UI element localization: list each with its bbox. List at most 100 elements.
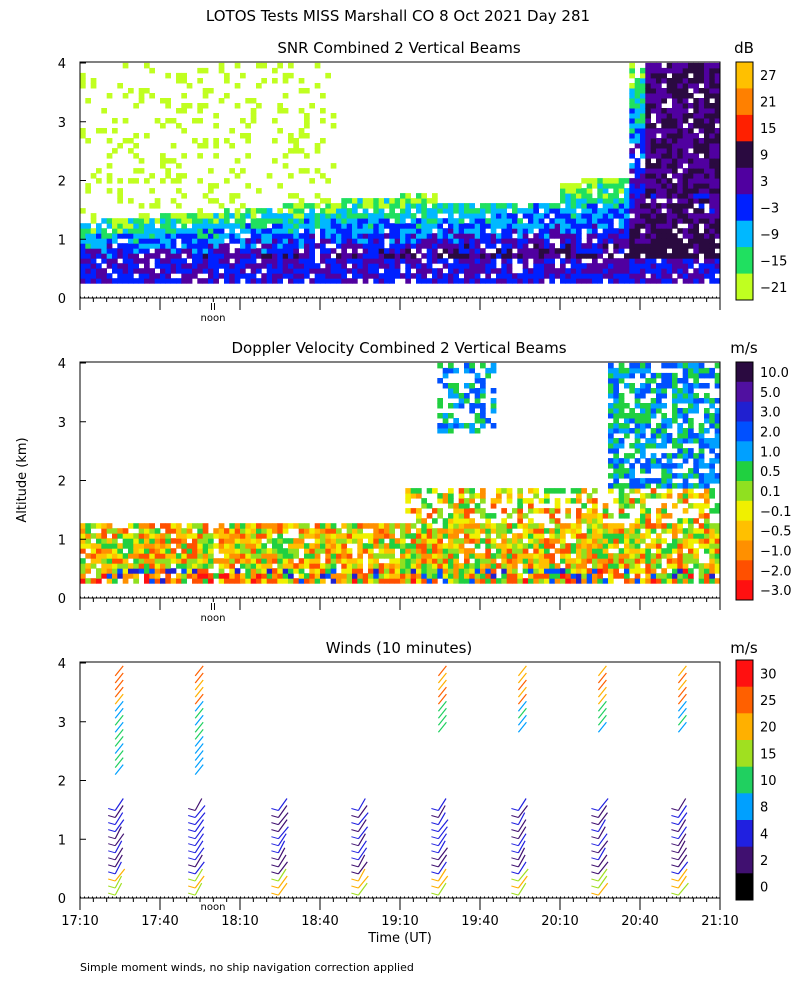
- velocity-cell: [570, 548, 577, 554]
- snr-cell: [320, 208, 326, 214]
- velocity-cell: [549, 533, 555, 539]
- velocity-cell: [714, 458, 721, 464]
- wind-barb-flag: [511, 878, 519, 882]
- snr-cell: [570, 238, 577, 244]
- velocity-cell: [602, 533, 609, 539]
- wind-barb-flag: [108, 864, 116, 868]
- velocity-cell: [608, 533, 614, 539]
- snr-cell: [714, 253, 721, 259]
- snr-cell: [602, 263, 609, 269]
- snr-cell: [309, 268, 315, 274]
- velocity-cell: [645, 478, 651, 484]
- snr-cell: [656, 103, 662, 109]
- velocity-cell: [474, 378, 481, 384]
- velocity-cell: [229, 558, 235, 564]
- snr-cell: [80, 263, 86, 269]
- velocity-cell: [640, 498, 646, 504]
- snr-cell: [266, 173, 273, 179]
- velocity-cell: [645, 573, 651, 579]
- snr-cell: [576, 228, 582, 234]
- velocity-cell: [357, 568, 363, 574]
- snr-cell: [261, 243, 267, 249]
- snr-cell: [458, 203, 465, 209]
- velocity-cell: [624, 533, 630, 539]
- velocity-cell: [336, 538, 342, 544]
- velocity-cell: [709, 403, 715, 409]
- velocity-colorbar-label: 0.1: [760, 485, 781, 500]
- velocity-cell: [688, 433, 694, 439]
- wind-barb: [597, 707, 607, 719]
- x-tick-label: 18:10: [221, 914, 258, 929]
- velocity-cell: [304, 543, 310, 549]
- snr-cell: [442, 203, 449, 209]
- velocity-cell: [112, 538, 118, 544]
- velocity-cell: [426, 553, 433, 559]
- snr-cell: [704, 153, 710, 159]
- snr-cell: [160, 153, 166, 159]
- velocity-cell: [464, 523, 470, 529]
- snr-cell: [405, 278, 411, 284]
- snr-cell: [656, 173, 662, 179]
- wind-barb: [517, 833, 527, 847]
- snr-cell: [677, 128, 683, 134]
- snr-cell: [85, 243, 91, 249]
- velocity-cell: [693, 473, 699, 479]
- velocity-cell: [608, 388, 614, 394]
- snr-cell: [160, 223, 166, 229]
- snr-cell: [474, 223, 481, 229]
- snr-cell: [693, 168, 699, 174]
- velocity-cell: [677, 393, 683, 399]
- snr-cell: [613, 258, 619, 264]
- snr-cell: [106, 178, 113, 184]
- velocity-cell: [576, 573, 582, 579]
- velocity-cell: [432, 518, 438, 524]
- velocity-cell: [672, 558, 678, 564]
- velocity-cell: [442, 563, 449, 569]
- velocity-cell: [117, 563, 123, 569]
- snr-cell: [592, 243, 598, 249]
- snr-cell: [213, 228, 219, 234]
- snr-cell: [346, 208, 353, 214]
- velocity-cell: [416, 533, 422, 539]
- velocity-cell: [400, 553, 406, 559]
- snr-cell: [165, 223, 171, 229]
- snr-cell: [693, 72, 699, 79]
- velocity-cell: [384, 528, 390, 534]
- velocity-cell: [453, 543, 459, 549]
- velocity-cell: [202, 533, 209, 539]
- velocity-cell: [698, 428, 705, 434]
- velocity-cell: [208, 548, 214, 554]
- snr-cell: [80, 228, 86, 234]
- snr-cell: [400, 203, 406, 209]
- snr-cell: [186, 238, 193, 244]
- snr-cell: [485, 238, 491, 244]
- velocity-cell: [442, 518, 449, 524]
- velocity-cell: [677, 453, 683, 459]
- velocity-cell: [458, 513, 465, 519]
- snr-cell: [608, 253, 614, 259]
- velocity-cell: [576, 543, 582, 549]
- snr-cell: [272, 78, 278, 84]
- snr-cell: [421, 223, 427, 229]
- velocity-cell: [688, 533, 694, 539]
- snr-cell: [448, 263, 454, 269]
- velocity-cell: [490, 528, 497, 534]
- velocity-cell: [288, 568, 294, 574]
- wind-barb-flag: [108, 857, 116, 861]
- velocity-cell: [474, 503, 481, 509]
- snr-cell: [181, 278, 187, 284]
- velocity-cell: [565, 523, 571, 529]
- velocity-cell: [192, 538, 198, 544]
- velocity-cell: [522, 548, 529, 554]
- snr-cell: [154, 118, 161, 124]
- snr-cell: [437, 233, 443, 239]
- snr-cell: [80, 248, 86, 254]
- velocity-cell: [122, 538, 129, 544]
- snr-cell: [549, 243, 555, 249]
- snr-cell: [554, 233, 561, 239]
- snr-cell: [602, 183, 609, 189]
- snr-cell: [618, 258, 625, 264]
- snr-cell: [400, 243, 406, 249]
- velocity-cell: [522, 498, 529, 504]
- velocity-cell: [458, 493, 465, 499]
